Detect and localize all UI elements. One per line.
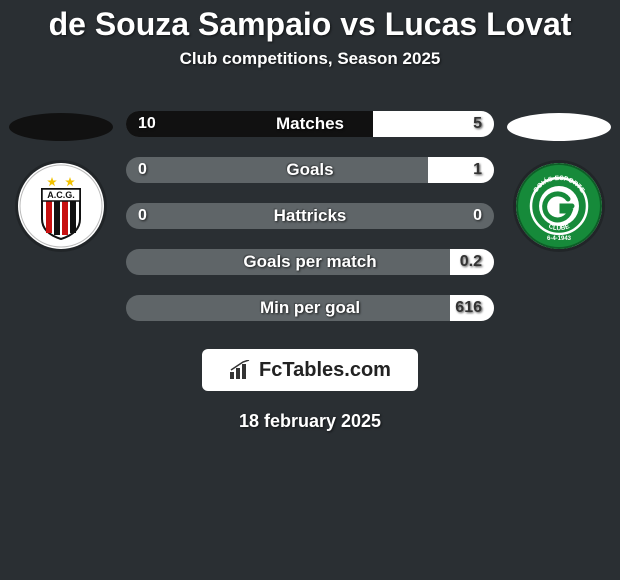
stat-value-right: 5 (473, 111, 482, 137)
stripe-icon (54, 201, 60, 235)
stat-label: Goals per match (126, 249, 494, 275)
date-text: 18 february 2025 (0, 391, 620, 432)
stat-label: Matches (126, 111, 494, 137)
bars-icon (229, 360, 253, 380)
content-area: A.C.G. Matches105Goals01Hattricks00Goals… (0, 85, 620, 321)
right-team-column: GOIÁS ESPORTE CLUBE 6-4-1943 (504, 85, 614, 249)
stat-value-left: 10 (138, 111, 156, 137)
page-subtitle: Club competitions, Season 2025 (0, 49, 620, 85)
stat-row: Min per goal616 (126, 295, 494, 321)
stat-row: Matches10 5 (126, 111, 494, 137)
stat-rows: Matches105Goals01Hattricks00Goals per ma… (126, 85, 494, 321)
stripe-icon (46, 201, 52, 233)
right-badge-date: 6-4-1943 (547, 236, 572, 242)
branding-badge: FcTables.com (202, 349, 418, 391)
stat-value-right: 0 (473, 203, 482, 229)
left-team-badge: A.C.G. (18, 163, 104, 249)
left-team-column: A.C.G. (6, 85, 116, 249)
left-badge-text: A.C.G. (47, 190, 75, 200)
stat-value-right: 0.2 (460, 249, 482, 275)
stat-row: Hattricks0 0 (126, 203, 494, 229)
stat-value-right: 616 (455, 295, 482, 321)
stat-value-right: 1 (473, 157, 482, 183)
stat-value-left: 0 (138, 203, 147, 229)
stripe-icon (62, 201, 68, 235)
left-team-ellipse (9, 113, 113, 141)
stat-row: Goals0 1 (126, 157, 494, 183)
left-badge-svg: A.C.G. (18, 163, 104, 249)
stat-label: Hattricks (126, 203, 494, 229)
stat-label: Min per goal (126, 295, 494, 321)
right-team-badge: GOIÁS ESPORTE CLUBE 6-4-1943 (516, 163, 602, 249)
stat-label: Goals (126, 157, 494, 183)
branding-text: FcTables.com (259, 359, 391, 382)
right-badge-svg: GOIÁS ESPORTE CLUBE 6-4-1943 (516, 163, 602, 249)
stripe-icon (70, 201, 76, 233)
comparison-card: de Souza Sampaio vs Lucas Lovat Club com… (0, 0, 620, 580)
right-team-ellipse (507, 113, 611, 141)
stat-value-left: 0 (138, 157, 147, 183)
page-title: de Souza Sampaio vs Lucas Lovat (0, 0, 620, 49)
stat-row: Goals per match0.2 (126, 249, 494, 275)
